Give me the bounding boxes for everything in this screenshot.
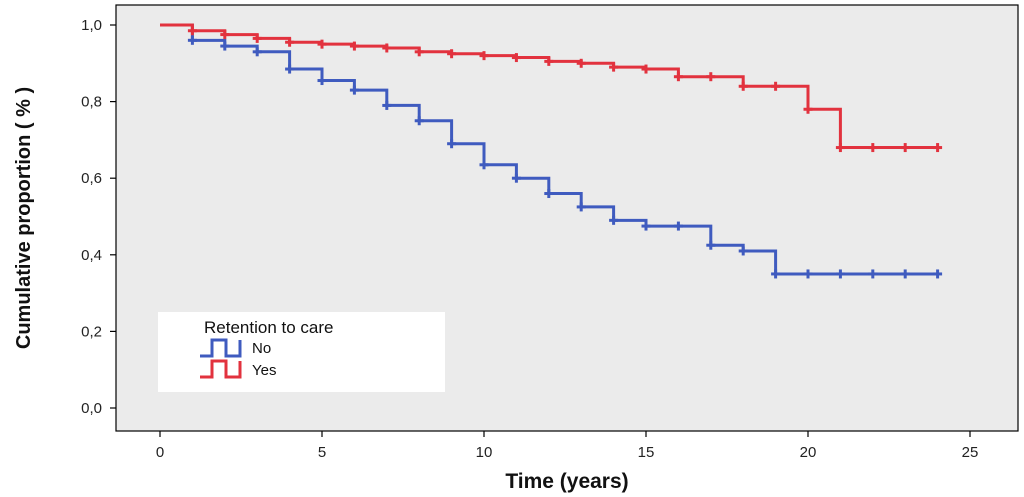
legend-swatch-no — [200, 338, 242, 358]
x-tick-label: 25 — [962, 444, 979, 461]
axes-group: 0 5 10 15 20 25 0,0 0,2 0,4 0,6 0,8 1,0 — [81, 17, 978, 461]
curves-group — [160, 23, 943, 279]
y-tick-label: 0,0 — [81, 400, 102, 417]
y-tick-label: 0,2 — [81, 323, 102, 340]
y-axis-title: Cumulative proportion ( % ) — [13, 87, 35, 349]
legend-label-no: No — [252, 340, 271, 357]
x-axis-title: Time (years) — [505, 470, 628, 493]
y-tick-label: 0,8 — [81, 94, 102, 111]
legend-box — [158, 312, 445, 392]
x-tick-label: 15 — [638, 444, 655, 461]
legend: Retention to care No Yes — [158, 312, 445, 392]
x-tick-label: 20 — [800, 444, 817, 461]
legend-title: Retention to care — [204, 318, 333, 337]
y-tick-label: 0,4 — [81, 247, 102, 264]
legend-label-yes: Yes — [252, 362, 276, 379]
x-tick-label: 0 — [156, 444, 164, 461]
legend-swatch-yes — [200, 359, 242, 379]
y-tick-label: 0,6 — [81, 170, 102, 187]
x-tick-label: 5 — [318, 444, 326, 461]
x-tick-label: 10 — [476, 444, 493, 461]
y-tick-label: 1,0 — [81, 17, 102, 34]
